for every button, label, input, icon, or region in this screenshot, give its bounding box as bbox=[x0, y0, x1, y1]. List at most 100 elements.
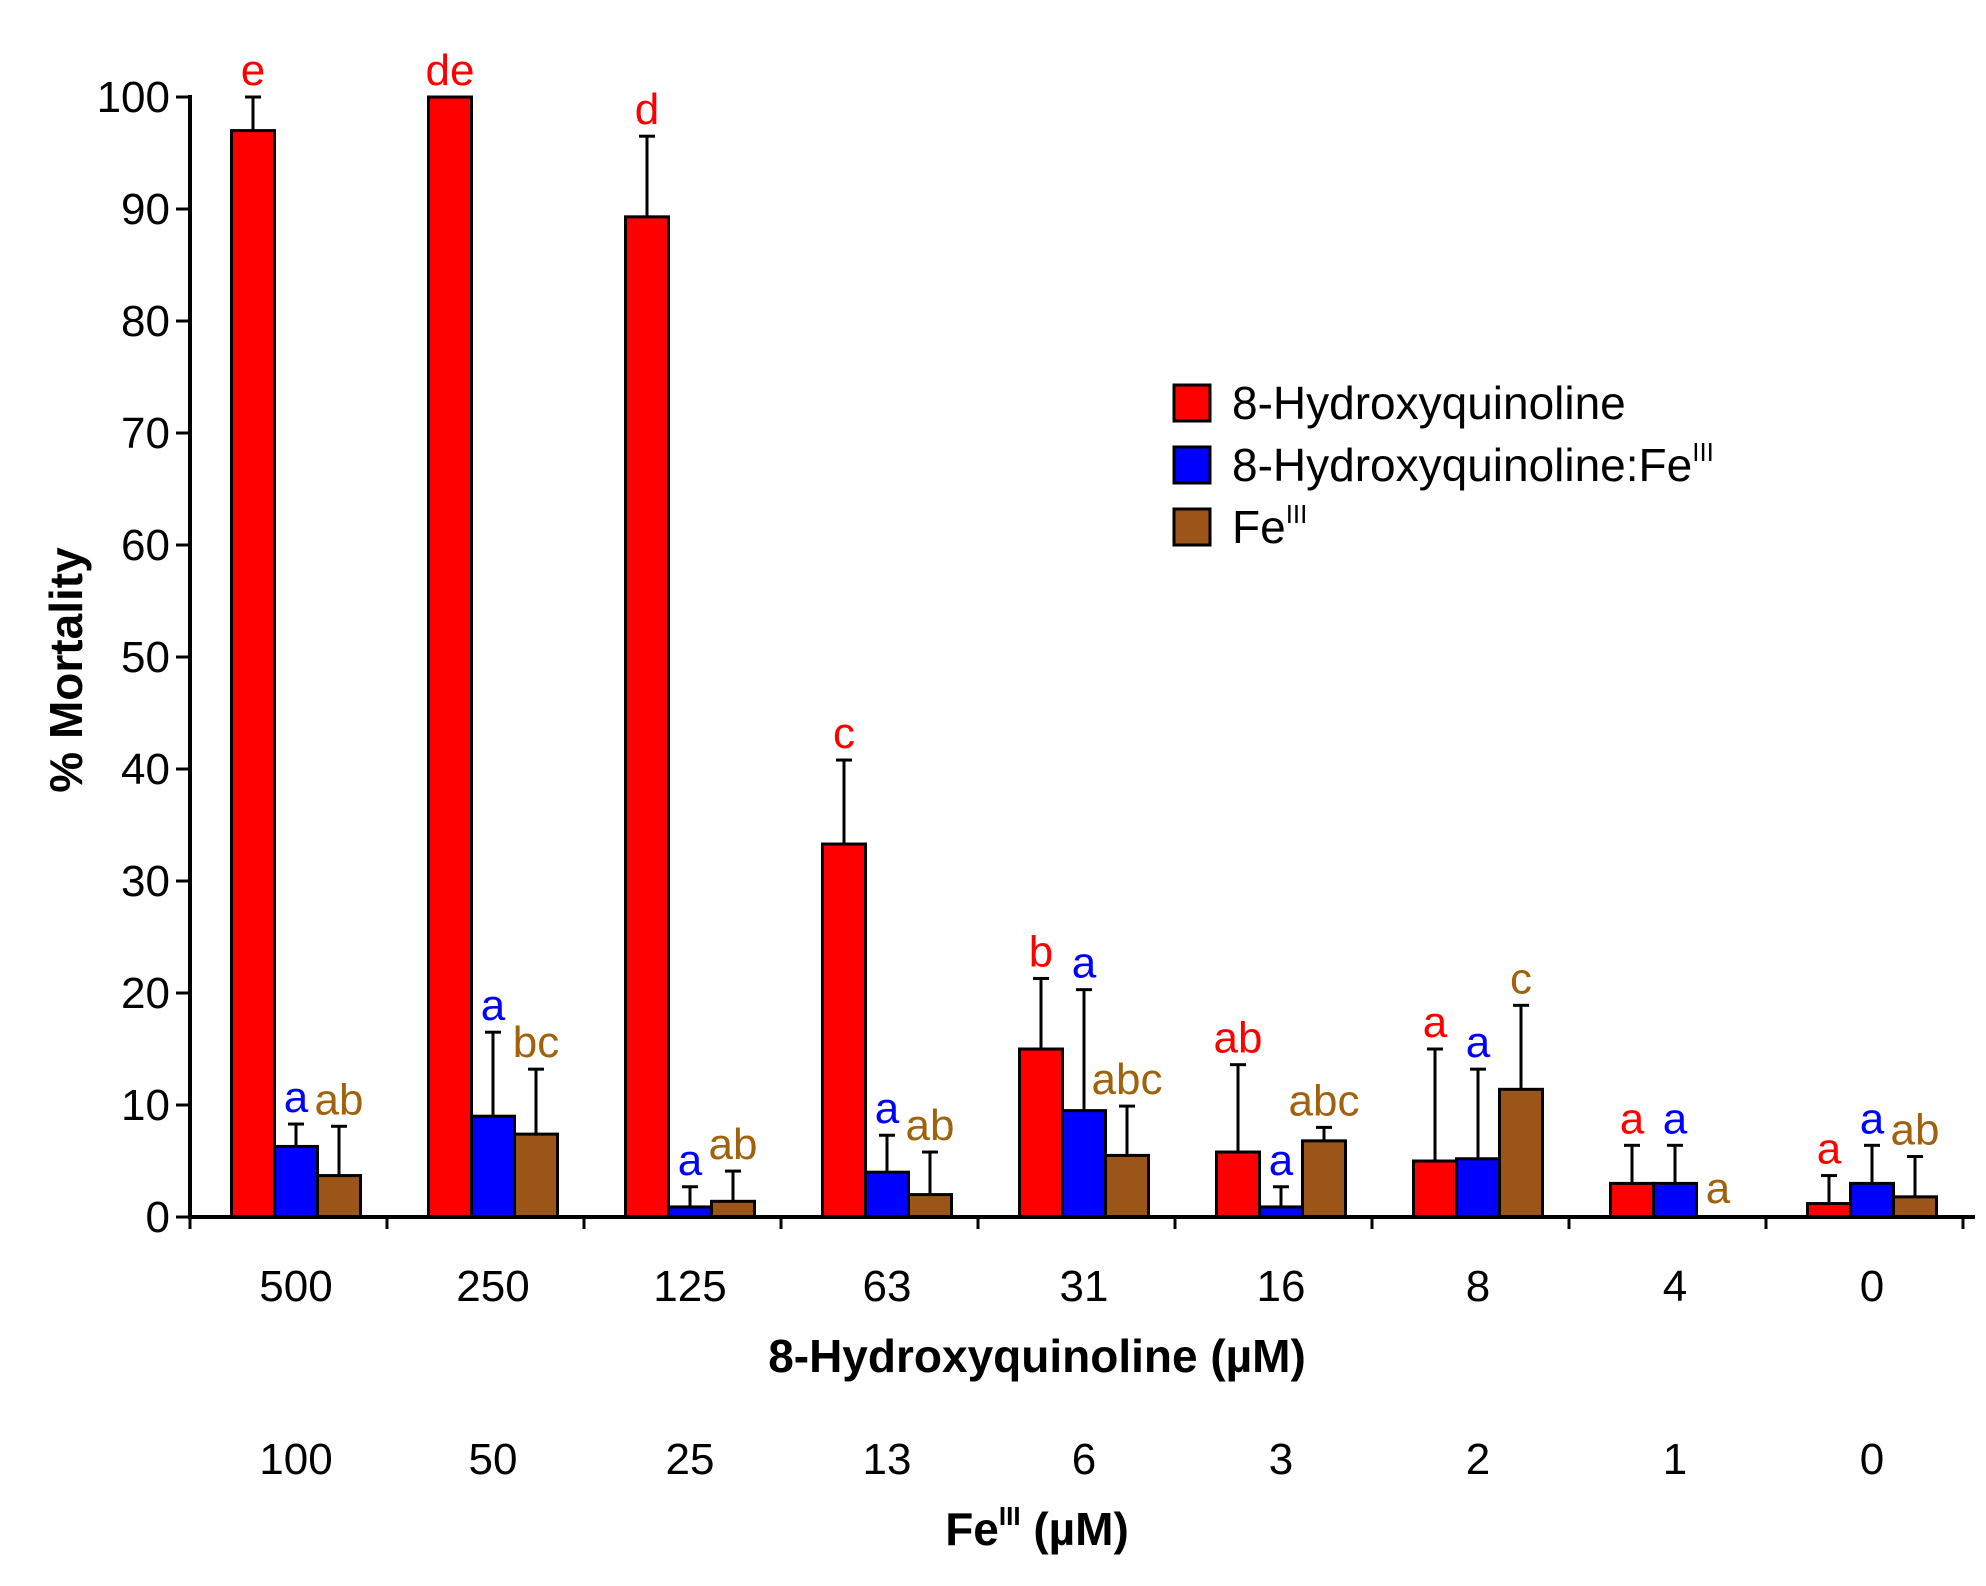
significance-letter: a bbox=[1817, 1125, 1842, 1174]
significance-letter: e bbox=[241, 46, 265, 95]
legend-swatch-fe bbox=[1172, 507, 1212, 547]
significance-letter: a bbox=[1269, 1136, 1294, 1185]
y-tick-label: 90 bbox=[121, 185, 170, 234]
x-tick-label: 16 bbox=[1257, 1262, 1306, 1311]
y-tick-label: 10 bbox=[121, 1081, 170, 1130]
significance-letter: b bbox=[1029, 927, 1053, 976]
x-axis-title: 8-Hydroxyquinoline (µM) bbox=[768, 1330, 1306, 1382]
significance-letter: abc bbox=[1289, 1076, 1360, 1125]
significance-letter: ab bbox=[906, 1101, 955, 1150]
significance-letter: a bbox=[1072, 939, 1097, 988]
secondary-x-tick-label: 6 bbox=[1072, 1435, 1096, 1484]
secondary-x-axis-title-superscript: III bbox=[999, 1501, 1021, 1531]
bar bbox=[1498, 1087, 1544, 1219]
y-tick-label: 40 bbox=[121, 745, 170, 794]
bars-layer bbox=[230, 95, 1938, 1219]
significance-letter: ab bbox=[709, 1120, 758, 1169]
legend-label-8-hydroxyquinoline: 8-Hydroxyquinoline bbox=[1232, 377, 1626, 429]
bar bbox=[1652, 1181, 1698, 1219]
significance-letter: ab bbox=[1214, 1014, 1263, 1063]
y-tick-label: 60 bbox=[121, 521, 170, 570]
significance-letter: a bbox=[678, 1136, 703, 1185]
x-tick-label: 8 bbox=[1466, 1262, 1490, 1311]
bar bbox=[1215, 1150, 1261, 1219]
y-tick-label: 20 bbox=[121, 969, 170, 1018]
y-tick-label: 70 bbox=[121, 409, 170, 458]
bar bbox=[821, 842, 867, 1219]
legend-item-fe: FeIII bbox=[1172, 499, 1308, 553]
significance-letter: a bbox=[1423, 998, 1448, 1047]
legend-label-8-hydroxyquinoline-fe: 8-Hydroxyquinoline:FeIII bbox=[1232, 437, 1714, 491]
bar bbox=[864, 1170, 910, 1219]
legend-item-8-hydroxyquinoline: 8-Hydroxyquinoline bbox=[1172, 377, 1626, 429]
bar bbox=[273, 1144, 319, 1219]
significance-letter: a bbox=[284, 1073, 309, 1122]
significance-letter: c bbox=[1510, 954, 1532, 1003]
x-tick-label: 500 bbox=[259, 1262, 332, 1311]
significance-letter: a bbox=[1466, 1018, 1491, 1067]
bar bbox=[1806, 1202, 1852, 1219]
bar bbox=[1849, 1181, 1895, 1219]
significance-letter: a bbox=[1860, 1094, 1885, 1143]
y-tick-label: 30 bbox=[121, 857, 170, 906]
legend-label-fe-base: Fe bbox=[1232, 501, 1286, 553]
bar bbox=[710, 1199, 756, 1219]
y-tick-label: 80 bbox=[121, 297, 170, 346]
x-tick-label: 0 bbox=[1860, 1262, 1884, 1311]
bar bbox=[1018, 1047, 1064, 1219]
secondary-x-axis-title-base: Fe bbox=[945, 1503, 999, 1555]
x-tick-label: 125 bbox=[653, 1262, 726, 1311]
y-ticks-layer: 0 10 20 30 40 50 60 70 80 90 100 bbox=[97, 73, 190, 1242]
secondary-x-tick-label: 3 bbox=[1269, 1435, 1293, 1484]
y-tick-label: 100 bbox=[97, 73, 170, 122]
bar bbox=[1455, 1157, 1501, 1219]
bar bbox=[316, 1174, 362, 1219]
legend-label-fe-superscript: III bbox=[1286, 499, 1308, 529]
significance-letter: abc bbox=[1092, 1055, 1163, 1104]
significance-letter: a bbox=[1620, 1094, 1645, 1143]
bar bbox=[907, 1193, 953, 1219]
secondary-x-axis-title: FeIII (µM) bbox=[945, 1501, 1129, 1555]
significance-letter: a bbox=[1706, 1164, 1731, 1213]
significance-letter: a bbox=[481, 981, 506, 1030]
significance-letter: de bbox=[426, 46, 475, 95]
x-tick-label: 63 bbox=[863, 1262, 912, 1311]
legend-label-8-hydroxyquinoline-fe-superscript: III bbox=[1692, 437, 1714, 467]
y-tick-label: 50 bbox=[121, 633, 170, 682]
bar bbox=[513, 1132, 559, 1219]
secondary-x-tick-label: 2 bbox=[1466, 1435, 1490, 1484]
bar bbox=[1301, 1139, 1347, 1219]
bar bbox=[230, 129, 276, 1219]
bar bbox=[1609, 1181, 1655, 1219]
secondary-x-tick-label: 0 bbox=[1860, 1435, 1884, 1484]
legend-item-8-hydroxyquinoline-fe: 8-Hydroxyquinoline:FeIII bbox=[1172, 437, 1714, 491]
secondary-x-tick-label: 13 bbox=[863, 1435, 912, 1484]
bar bbox=[624, 215, 670, 1219]
y-axis-title: % Mortality bbox=[40, 547, 92, 793]
secondary-x-tick-label: 1 bbox=[1663, 1435, 1687, 1484]
significance-letter: ab bbox=[1891, 1106, 1940, 1155]
x-tick-label: 31 bbox=[1060, 1262, 1109, 1311]
legend-swatch-8-hydroxyquinoline-fe bbox=[1172, 445, 1212, 485]
significance-letter: a bbox=[1663, 1094, 1688, 1143]
significance-letter: bc bbox=[513, 1018, 559, 1067]
x-tick-label: 250 bbox=[456, 1262, 529, 1311]
significance-letter: c bbox=[833, 709, 855, 758]
legend: 8-Hydroxyquinoline 8-Hydroxyquinoline:Fe… bbox=[1172, 377, 1714, 553]
significance-letter: ab bbox=[315, 1075, 364, 1124]
secondary-x-tick-label: 50 bbox=[469, 1435, 518, 1484]
secondary-x-tick-label: 25 bbox=[666, 1435, 715, 1484]
bar bbox=[1104, 1153, 1150, 1219]
bar bbox=[1061, 1109, 1107, 1219]
legend-swatch-8-hydroxyquinoline bbox=[1172, 383, 1212, 423]
legend-label-8-hydroxyquinoline-fe-base: 8-Hydroxyquinoline:Fe bbox=[1232, 439, 1692, 491]
secondary-x-tick-label: 100 bbox=[259, 1435, 332, 1484]
bar bbox=[470, 1114, 516, 1219]
secondary-x-axis-title-suffix: (µM) bbox=[1021, 1503, 1129, 1555]
x-tick-label: 4 bbox=[1663, 1262, 1687, 1311]
significance-letter: d bbox=[635, 85, 659, 134]
bar bbox=[427, 95, 473, 1219]
